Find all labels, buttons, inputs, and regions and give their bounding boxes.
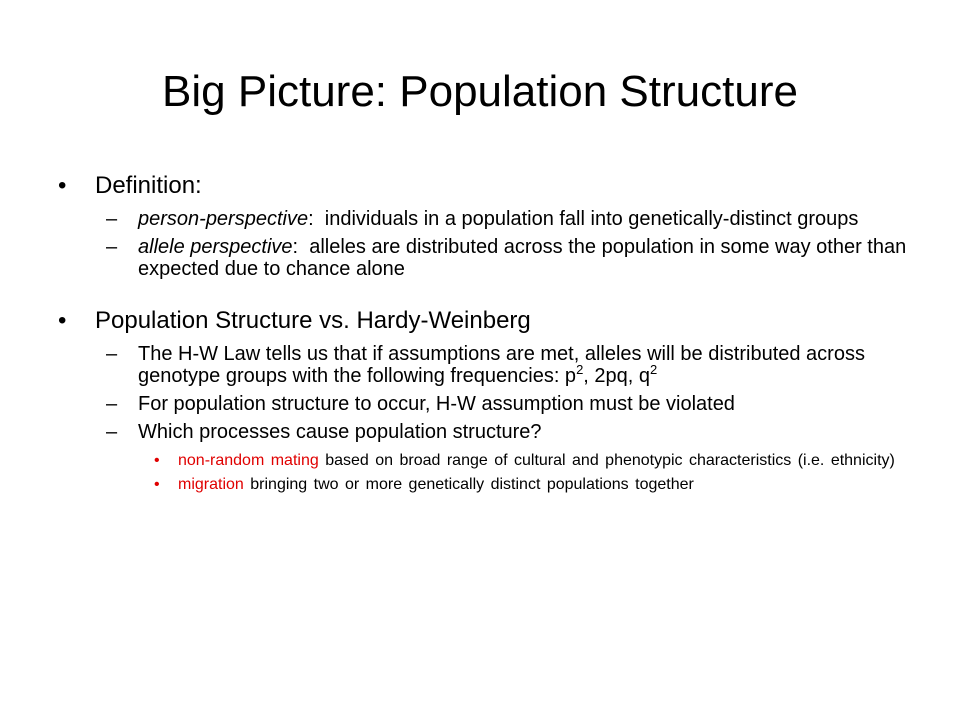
dash-icon: – [106,343,118,365]
slide-body: • Definition: – person-perspective: indi… [58,168,918,495]
which-processes-text: Which processes cause population structu… [138,421,542,443]
red-bullet-icon: • [154,476,160,493]
subsubbullet-non-random-mating: • non-random mating based on broad range… [58,451,918,471]
person-perspective-text: individuals in a population fall into ge… [324,208,859,230]
superscript-2: 2 [576,362,584,377]
hw-heading: Population Structure vs. Hardy-Weinberg [95,307,531,334]
allele-perspective-text: alleles are distributed across the popul… [138,236,907,280]
slide-title: Big Picture: Population Structure [162,67,798,116]
superscript-2: 2 [650,362,658,377]
subsubbullet-migration: • migration bringing two or more genetic… [58,475,918,495]
non-random-mating-text: based on broad range of cultural and phe… [318,452,895,469]
red-bullet-icon: • [154,452,160,469]
definition-heading: Definition: [95,172,202,199]
dash-icon: – [106,421,118,443]
bullet-icon: • [58,172,67,199]
subbullet-person-perspective: – person-perspective: individuals in a p… [106,208,859,230]
bullet-icon: • [58,307,67,334]
dash-icon: – [106,393,118,415]
hw-law-text: The H-W Law tells us that if assumptions… [138,343,865,387]
subbullet-which-processes: – Which processes cause population struc… [58,421,918,443]
migration-text: bringing two or more genetically distinc… [243,476,694,493]
highlight-non-random-mating: non-random mating [178,452,319,469]
dash-icon: – [106,236,118,258]
subbullet-hw-law: – The H-W Law tells us that if assumptio… [58,343,918,387]
hw-law-mid: , 2pq, q [583,365,651,387]
hw-violated-text: For population structure to occur, H-W a… [138,393,735,415]
subbullet-hw-violated: – For population structure to occur, H-W… [58,393,918,415]
dash-icon: – [106,208,118,230]
term-person-perspective: person-perspective [138,208,309,230]
term-allele-perspective: allele perspective [138,236,293,258]
subbullet-allele-perspective: – allele perspective: alleles are distri… [106,236,907,280]
bullet-definition: • Definition: [58,172,918,200]
highlight-migration: migration [178,476,244,493]
bullet-population-structure-vs-hw: • Population Structure vs. Hardy-Weinber… [58,307,918,335]
